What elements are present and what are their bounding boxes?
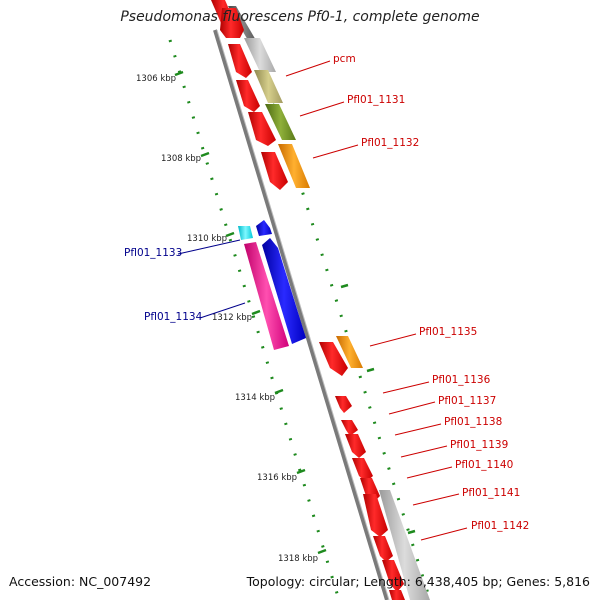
- cds-arrow: [389, 590, 405, 600]
- cds-arrow: [256, 220, 272, 236]
- cds-arrow: [261, 152, 288, 190]
- gene-label-pfl01-1131[interactable]: Pfl01_1131: [347, 94, 405, 106]
- feature-block: [379, 490, 430, 600]
- cds-arrow: [228, 44, 252, 78]
- gene-label-pcm[interactable]: pcm: [333, 53, 356, 65]
- topology-text: Topology: circular; Length: 6,438,405 bp…: [246, 574, 590, 589]
- gene-label-pfl01-1133[interactable]: Pfl01_1133: [124, 247, 182, 259]
- ruler-tick: [317, 548, 327, 555]
- gene-label-pfl01-1138[interactable]: Pfl01_1138: [444, 416, 502, 428]
- ruler-label: 1312 kbp: [212, 313, 252, 323]
- gene-label-pfl01-1140[interactable]: Pfl01_1140: [455, 459, 513, 471]
- label-leaders: [177, 60, 468, 541]
- feature-block: [244, 38, 276, 72]
- gene-label-pfl01-1132[interactable]: Pfl01_1132: [361, 137, 419, 149]
- feature-block: [265, 104, 296, 140]
- ruler-label: 1316 kbp: [257, 473, 297, 483]
- ruler-label: 1310 kbp: [187, 234, 227, 244]
- cds-arrow: [248, 112, 276, 146]
- gene-label-pfl01-1137[interactable]: Pfl01_1137: [438, 395, 496, 407]
- ruler-tick: [225, 231, 235, 238]
- ruler: 1306 kbp 1308 kbp 1310 kbp 1312 kbp 1314…: [136, 70, 327, 564]
- gene-label-pfl01-1139[interactable]: Pfl01_1139: [450, 439, 508, 451]
- reverse-cds-track: [238, 220, 306, 350]
- cds-arrow: [341, 420, 358, 436]
- cds-arrow: [244, 242, 289, 350]
- cds-arrow: [335, 396, 352, 413]
- forward-cds-track: [211, 0, 405, 600]
- feature-block: [254, 70, 283, 103]
- ruler-tick: [174, 70, 184, 77]
- cds-arrow: [236, 80, 260, 112]
- gene-label-pfl01-1142[interactable]: Pfl01_1142: [471, 520, 529, 532]
- genome-backbone: [213, 29, 389, 600]
- ruler-label: 1306 kbp: [136, 74, 176, 84]
- ruler-tick: [200, 151, 210, 158]
- accession-text: Accession: NC_007492: [9, 574, 152, 589]
- feature-block: [238, 226, 253, 240]
- ruler-tick: [251, 309, 261, 316]
- cds-arrow: [262, 238, 306, 344]
- gene-label-pfl01-1134[interactable]: Pfl01_1134: [144, 311, 203, 323]
- gene-labels: pcm Pfl01_1131 Pfl01_1132 Pfl01_1133 Pfl…: [124, 53, 529, 532]
- right-track-marks: [340, 283, 416, 535]
- ruler-tick: [274, 388, 284, 395]
- gene-label-pfl01-1141[interactable]: Pfl01_1141: [462, 487, 520, 499]
- genome-title: Pseudomonas fluorescens Pf0-1, complete …: [120, 9, 480, 25]
- left-dotted-track: [168, 39, 341, 600]
- cds-arrow: [382, 560, 404, 592]
- cds-arrow: [345, 434, 366, 458]
- gene-label-pfl01-1136[interactable]: Pfl01_1136: [432, 374, 491, 386]
- ruler-tick: [296, 468, 306, 475]
- cds-arrow: [319, 342, 348, 376]
- gene-label-pfl01-1135[interactable]: Pfl01_1135: [419, 326, 477, 338]
- cds-arrow: [373, 536, 393, 562]
- genome-backbone-highlight: [216, 29, 390, 600]
- ruler-label: 1318 kbp: [278, 554, 318, 564]
- ruler-label: 1308 kbp: [161, 154, 201, 164]
- cds-arrow: [220, 8, 244, 38]
- ruler-label: 1314 kbp: [235, 393, 275, 403]
- feature-block: [336, 336, 363, 368]
- feature-block: [278, 144, 310, 188]
- cds-arrow: [363, 494, 388, 537]
- cds-arrow: [352, 458, 373, 482]
